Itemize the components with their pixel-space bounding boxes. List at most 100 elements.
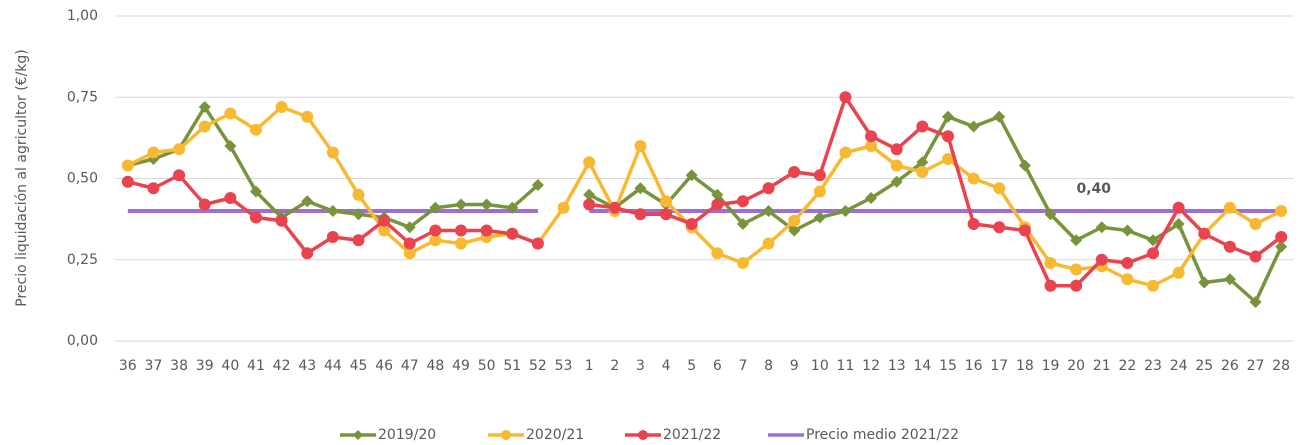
marker xyxy=(480,198,493,211)
marker xyxy=(660,208,673,221)
marker xyxy=(429,224,442,237)
marker xyxy=(967,120,980,133)
marker xyxy=(326,231,339,243)
x-tick-label: 46 xyxy=(375,358,393,374)
marker xyxy=(326,205,339,217)
x-tick-label: 4 xyxy=(662,358,671,374)
marker xyxy=(813,211,826,224)
x-tick-label: 1 xyxy=(585,358,594,374)
y-axis-label: Precio liquidación al agricultor (€/kg) xyxy=(14,49,30,307)
marker xyxy=(941,153,954,165)
x-tick-label: 44 xyxy=(324,358,342,374)
marker xyxy=(1198,276,1211,289)
x-tick-label: 21 xyxy=(1093,358,1111,374)
legend-marker xyxy=(638,430,648,440)
marker xyxy=(583,198,596,211)
marker xyxy=(736,195,749,208)
marker xyxy=(147,146,160,159)
marker xyxy=(1095,253,1108,266)
marker xyxy=(941,110,954,123)
marker xyxy=(865,140,878,152)
legend-marker xyxy=(501,430,511,440)
marker xyxy=(378,214,391,227)
legend-marker xyxy=(353,430,363,440)
marker xyxy=(480,224,493,237)
marker xyxy=(711,198,724,211)
x-tick-label: 47 xyxy=(401,358,419,374)
marker xyxy=(890,159,903,172)
marker xyxy=(455,237,468,250)
marker xyxy=(1044,279,1057,292)
x-tick-label: 22 xyxy=(1118,358,1136,374)
x-tick-label: 17 xyxy=(990,358,1008,374)
marker xyxy=(455,198,468,211)
x-tick-label: 49 xyxy=(452,358,470,374)
marker xyxy=(1223,240,1236,253)
marker xyxy=(685,218,698,230)
legend-label: Precio medio 2021/22 xyxy=(806,427,959,443)
marker xyxy=(1044,208,1057,221)
marker xyxy=(608,201,621,214)
marker xyxy=(173,143,186,156)
marker xyxy=(1223,201,1236,214)
y-tick-label: 0,75 xyxy=(67,89,98,105)
marker xyxy=(993,110,1006,123)
x-tick-label: 18 xyxy=(1016,358,1034,374)
marker xyxy=(1249,250,1262,263)
marker xyxy=(967,218,980,230)
marker xyxy=(326,146,339,159)
marker xyxy=(839,146,852,159)
x-tick-label: 42 xyxy=(273,358,291,374)
marker xyxy=(275,214,288,227)
marker xyxy=(660,195,673,208)
x-tick-label: 50 xyxy=(478,358,496,374)
x-tick-label: 20 xyxy=(1067,358,1085,374)
marker xyxy=(916,156,929,169)
marker xyxy=(736,218,749,230)
x-tick-label: 53 xyxy=(555,358,573,374)
x-tick-label: 10 xyxy=(811,358,829,374)
marker xyxy=(967,172,980,185)
marker xyxy=(429,234,442,247)
marker xyxy=(916,120,929,133)
marker xyxy=(403,237,416,250)
marker xyxy=(1070,234,1083,247)
x-tick-label: 9 xyxy=(790,358,799,374)
marker xyxy=(583,188,596,201)
x-tick-label: 6 xyxy=(713,358,722,374)
marker xyxy=(147,182,160,195)
marker xyxy=(993,182,1006,195)
marker xyxy=(1121,224,1134,237)
marker xyxy=(352,208,365,221)
marker xyxy=(249,211,262,224)
x-tick-label: 45 xyxy=(350,358,368,374)
marker xyxy=(839,91,852,104)
marker xyxy=(788,214,801,227)
x-tick-label: 25 xyxy=(1195,358,1213,374)
marker xyxy=(531,179,544,191)
marker xyxy=(711,247,724,260)
x-tick-label: 41 xyxy=(247,358,265,374)
marker xyxy=(1275,240,1288,253)
marker xyxy=(352,234,365,247)
marker xyxy=(403,221,416,234)
marker xyxy=(1223,273,1236,286)
marker xyxy=(173,169,186,182)
series-line xyxy=(127,105,1283,304)
marker xyxy=(455,224,468,237)
marker xyxy=(762,237,775,250)
marker xyxy=(531,237,544,250)
marker xyxy=(1044,257,1057,269)
marker xyxy=(378,224,391,237)
x-tick-label: 3 xyxy=(636,358,645,374)
marker xyxy=(506,227,519,240)
marker xyxy=(788,166,801,178)
marker xyxy=(1121,273,1134,286)
marker xyxy=(506,201,519,214)
x-tick-label: 7 xyxy=(738,358,747,374)
marker xyxy=(1249,218,1262,230)
x-tick-label: 12 xyxy=(862,358,880,374)
marker xyxy=(224,107,237,120)
y-tick-label: 0,25 xyxy=(67,252,98,268)
